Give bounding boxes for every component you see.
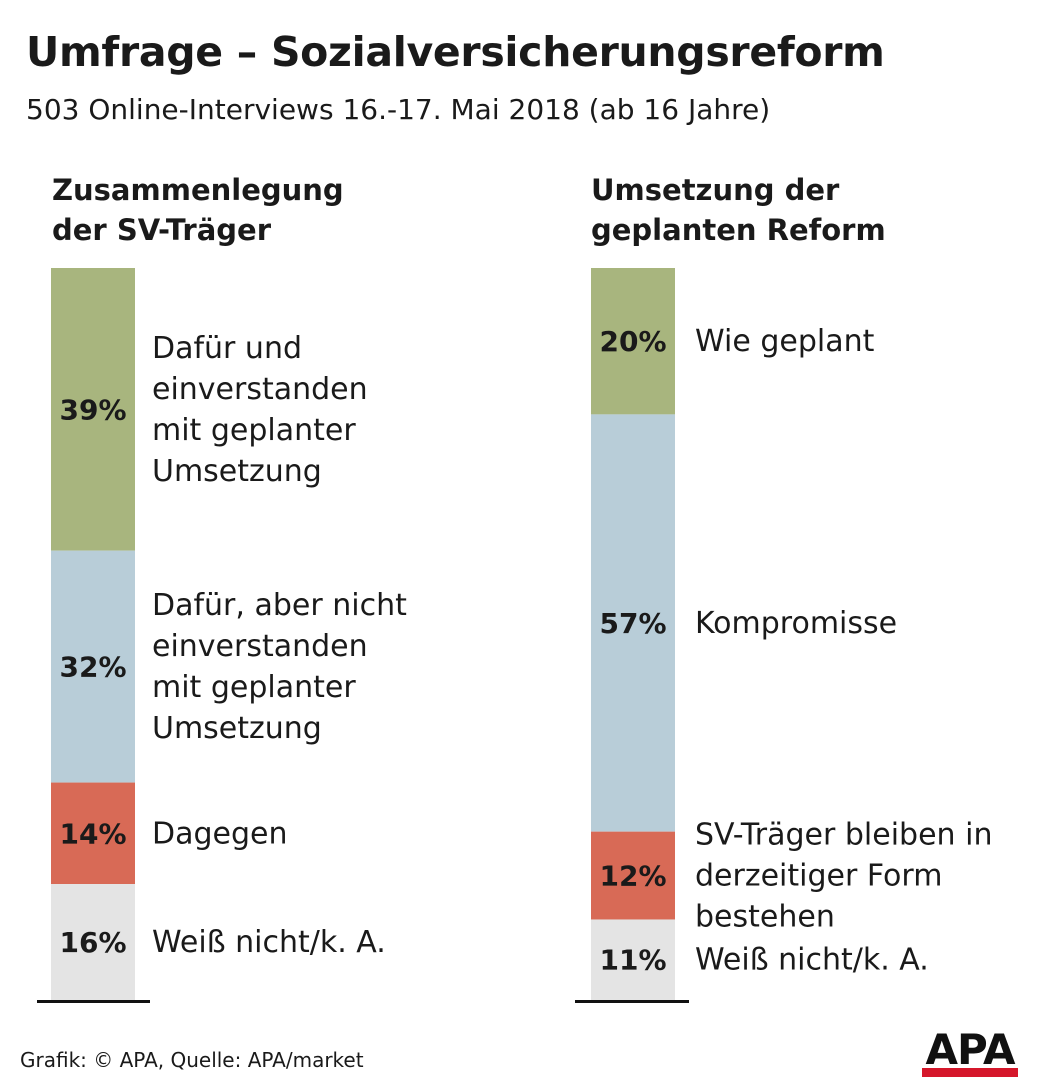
right-chart-title-line-1: Umsetzung der bbox=[591, 173, 840, 207]
left-chart-title: Zusammenlegung der SV-Träger bbox=[52, 170, 344, 250]
left-category-label-1-line-3: mit geplanter bbox=[152, 413, 356, 448]
left-value-label-1: 39% bbox=[59, 393, 126, 426]
left-bar-segment-1 bbox=[51, 268, 135, 551]
left-chart-title-line-2: der SV-Träger bbox=[52, 213, 272, 247]
right-category-label-3-line-3: bestehen bbox=[695, 900, 835, 935]
left-category-label-4-line-1: Weiß nicht/k. A. bbox=[152, 925, 386, 960]
left-category-label-1-line-1: Dafür und bbox=[152, 331, 302, 366]
right-chart-title: Umsetzung der geplanten Reform bbox=[591, 170, 886, 250]
right-value-label-1: 20% bbox=[599, 325, 666, 358]
left-bar-segment-4 bbox=[51, 884, 135, 1000]
right-value-label-4: 11% bbox=[599, 944, 666, 977]
left-bar-segment-2 bbox=[51, 550, 135, 783]
left-category-label-1-line-2: einverstanden bbox=[152, 372, 368, 407]
right-category-label-3-line-2: derzeitiger Form bbox=[695, 859, 942, 894]
left-chart-title-line-1: Zusammenlegung bbox=[52, 173, 344, 207]
apa-logo-text: APA bbox=[925, 1025, 1016, 1074]
right-category-label-4-line-1: Weiß nicht/k. A. bbox=[695, 943, 929, 978]
right-bar-segment-1 bbox=[591, 268, 675, 415]
right-bar-segment-4 bbox=[591, 919, 675, 1000]
right-category-label-2-line-1: Kompromisse bbox=[695, 606, 897, 641]
right-category-label-1-line-1: Wie geplant bbox=[695, 324, 875, 359]
left-bar-segment-3 bbox=[51, 782, 135, 885]
chart-title: Umfrage – Sozialversicherungsreform bbox=[26, 28, 885, 76]
apa-logo-bar bbox=[922, 1068, 1018, 1077]
right-value-label-2: 57% bbox=[599, 607, 666, 640]
source-note: Grafik: © APA, Quelle: APA/market bbox=[20, 1048, 364, 1072]
left-value-label-4: 16% bbox=[59, 926, 126, 959]
left-category-label-2-line-4: Umsetzung bbox=[152, 711, 322, 746]
chart-subtitle: 503 Online-Interviews 16.-17. Mai 2018 (… bbox=[26, 93, 771, 126]
left-category-label-3-line-1: Dagegen bbox=[152, 816, 288, 851]
right-value-label-3: 12% bbox=[599, 860, 666, 893]
left-category-label-2-line-1: Dafür, aber nicht bbox=[152, 588, 407, 623]
left-value-label-3: 14% bbox=[59, 817, 126, 850]
right-bar-segment-3 bbox=[591, 831, 675, 920]
right-bar-segment-2 bbox=[591, 414, 675, 832]
left-category-label-1-line-4: Umsetzung bbox=[152, 454, 322, 489]
left-value-label-2: 32% bbox=[59, 651, 126, 684]
right-chart-title-line-2: geplanten Reform bbox=[591, 213, 886, 247]
left-category-label-2-line-3: mit geplanter bbox=[152, 670, 356, 705]
apa-logo: APA bbox=[920, 1025, 1020, 1077]
left-category-label-2-line-2: einverstanden bbox=[152, 629, 368, 664]
right-category-label-3-line-1: SV-Träger bleiben in bbox=[695, 818, 992, 853]
